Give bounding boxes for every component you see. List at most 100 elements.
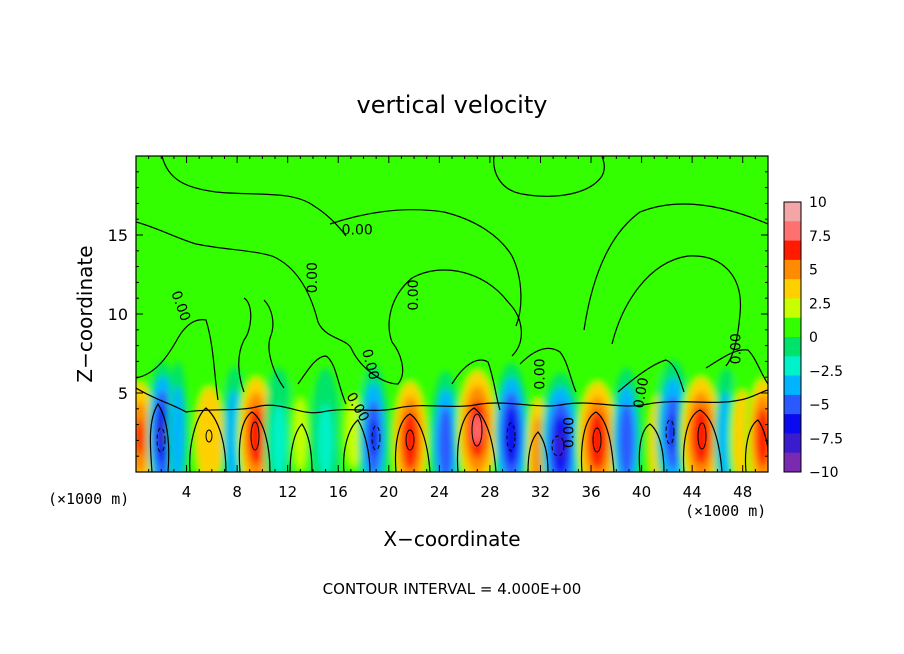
contour-line [471,413,483,447]
contour-line [682,409,723,472]
colorbar-swatch [784,452,801,473]
contour-line [405,429,415,451]
x-tick-label: 16 [329,483,348,501]
velocity-cell [759,422,767,452]
velocity-cell [136,419,145,456]
velocity-field [136,356,768,472]
x-unit-right: (×1000 m) [685,502,766,520]
y-tick-label: 5 [118,384,128,403]
colorbar-swatch [784,375,801,396]
velocity-cell [345,394,361,468]
contour-line [205,429,213,443]
colorbar-swatch [784,356,801,377]
colorbar-swatch [784,394,801,415]
x-tick-label: 4 [182,483,192,501]
x-tick-label: 24 [430,483,449,501]
colorbar-swatch [784,202,801,222]
colorbar-tick-label: 5 [809,263,818,279]
x-unit-left: (×1000 m) [48,490,129,508]
y-axis: 5 10 15 [108,171,768,457]
colorbar-swatch [784,259,801,280]
contour-line [506,422,516,452]
contour-line [665,419,675,445]
footer-note: CONTOUR INTERVAL = 4.000E+00 [323,580,582,598]
contour-line [343,419,371,472]
colorbar-tick-label: −2.5 [809,364,843,380]
positive-contours [205,413,707,453]
contour-line [611,255,742,367]
colorbar-frame [783,201,802,473]
velocity-cell [737,414,748,464]
x-tick-label: 8 [232,483,242,501]
contour-label: 0.00 [562,417,578,448]
velocity-cell [294,397,307,471]
velocity-cell [369,419,378,456]
negative-contours [156,419,675,457]
contour-label: 0.00 [342,222,373,238]
contour-line [456,407,497,472]
velocity-cell [507,421,515,451]
contour-line [329,209,522,327]
contour-line [189,407,227,472]
colorbar-swatch [784,433,801,454]
x-tick-label: 32 [531,483,550,501]
colorbar-swatch [784,337,801,357]
colorbar-tick-label: −7.5 [809,431,843,447]
velocity-cell [202,411,217,460]
contour-label: 0.00 [406,279,422,310]
velocity-cell [622,422,631,459]
plot-area: 0.000.000.00 0.000.000.000.000.000.000.00… [108,155,769,501]
velocity-cell [534,434,542,472]
velocity-cell [159,419,166,449]
contour-line [297,355,347,405]
x-tick-label: 48 [733,483,752,501]
contour-line [161,156,347,237]
contour-label: 0.00 [358,347,382,381]
contour-line [580,411,615,472]
y-tick-label: 10 [108,305,128,324]
velocity-cell [271,404,287,472]
y-tick-label: 15 [108,226,128,245]
x-tick-label: 28 [480,483,499,501]
y-axis-label: Z−coordinate [73,245,97,382]
x-axis-label: X−coordinate [383,527,520,551]
contour-line [136,387,768,414]
velocity-cell [174,409,182,459]
contour-line [519,347,577,393]
colorbar-tick-label: −5 [809,398,830,414]
contour-line [551,435,565,457]
contour-label: 0.00 [631,376,652,409]
contour-line [617,359,685,393]
contour-line [156,427,166,453]
x-tick-label: 12 [278,483,297,501]
velocity-cell [668,414,678,451]
x-tick-label: 36 [581,483,600,501]
contour-line [250,421,260,451]
colorbar-tick-label: −10 [809,465,839,481]
colorbar-tick-label: 7.5 [809,229,831,245]
contour-line [136,319,219,401]
velocity-cell [472,414,482,444]
colorbar-swatch [784,279,801,299]
contour-line [697,422,707,450]
contour-line [238,411,271,472]
x-tick-label: 44 [683,483,702,501]
contour-line [394,413,431,472]
contour-line [592,427,602,453]
colorbar-tick-label: 0 [809,330,818,346]
contour-line [289,423,313,472]
x-tick-label: 40 [632,483,651,501]
colorbar-tick-label: 10 [809,195,827,211]
colorbar-swatch [784,317,801,338]
contour-line [705,349,768,385]
contour-line [263,299,285,389]
contour-line [149,402,170,472]
contour-line [744,419,768,472]
contour-line [638,423,665,472]
colorbar-swatch [784,298,801,319]
contour-line [136,221,522,385]
contour-line [451,359,501,411]
velocity-cell [556,430,565,460]
colorbar: 10 7.5 5 2.5 0 −2.5 −5 −7.5 −10 [783,195,843,481]
